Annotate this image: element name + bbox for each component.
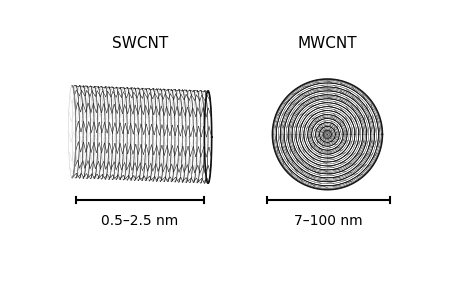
Polygon shape <box>316 122 339 146</box>
Polygon shape <box>284 91 371 178</box>
Polygon shape <box>273 79 383 190</box>
Polygon shape <box>276 83 378 186</box>
Text: 0.5–2.5 nm: 0.5–2.5 nm <box>101 214 179 228</box>
Polygon shape <box>288 95 367 174</box>
Polygon shape <box>323 130 331 138</box>
Polygon shape <box>312 119 343 150</box>
Text: SWCNT: SWCNT <box>112 36 168 51</box>
Polygon shape <box>319 126 335 142</box>
Polygon shape <box>304 111 351 158</box>
Polygon shape <box>308 115 347 154</box>
Polygon shape <box>280 87 374 182</box>
Polygon shape <box>323 130 331 138</box>
Text: 7–100 nm: 7–100 nm <box>294 214 363 228</box>
Polygon shape <box>300 107 355 162</box>
Polygon shape <box>292 99 363 170</box>
Polygon shape <box>296 103 359 166</box>
Text: MWCNT: MWCNT <box>298 36 357 51</box>
